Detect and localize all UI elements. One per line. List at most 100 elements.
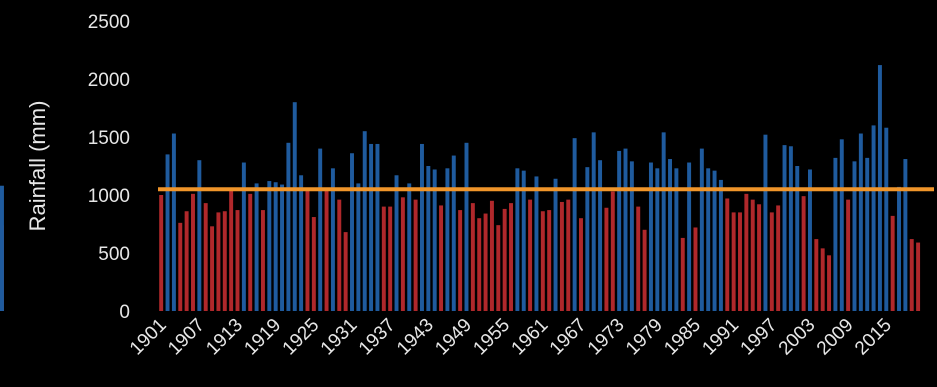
bar-1906 [191,193,195,311]
y-axis-ticks: 0 500 1000 1500 2000 2500 [88,12,130,323]
bar-1913 [235,210,240,311]
bar-1944 [432,169,437,311]
y-tick-label: 1000 [88,186,130,207]
x-tick-label: 1961 [508,315,553,360]
bar-1928 [330,168,335,311]
x-tick-label: 1901 [126,315,171,360]
x-tick-label: 2003 [775,315,820,360]
bar-1963 [553,178,558,311]
bar-1992 [738,212,742,311]
bar-1967 [579,218,583,311]
x-tick-label: 1985 [660,315,705,360]
bar-1978 [648,162,653,311]
bar-2005 [820,248,825,311]
bar-1988 [712,170,717,311]
bar-1932 [356,183,361,311]
bar-1989 [718,179,723,311]
bar-1953 [489,200,494,311]
bar-1926 [318,148,323,311]
bar-2017 [897,186,901,311]
bar-1939 [400,197,405,311]
y-tick-label: 1500 [88,128,130,149]
bar-1969 [591,132,596,311]
bar-2016 [890,215,895,311]
bar-2012 [865,157,870,311]
bar-1983 [680,237,685,311]
bar-1987 [706,168,711,311]
x-tick-label: 1967 [546,315,591,360]
bar-1924 [305,190,310,311]
x-tick-label: 1913 [202,315,247,360]
bar-2020 [916,242,921,311]
bar-2004 [814,239,819,311]
bar-1905 [184,211,189,311]
bar-2000 [788,146,793,311]
bar-1995 [757,204,762,311]
bar-1942 [419,143,424,311]
bar-1982 [674,168,679,311]
bar-1918 [267,181,272,311]
x-tick-label: 1937 [355,315,400,360]
x-tick-label: 1931 [317,315,362,360]
bar-2001 [795,166,800,311]
bar-1916 [254,183,259,311]
x-tick-label: 1919 [240,315,285,360]
x-tick-label: 1943 [393,315,438,360]
bar-1974 [623,148,628,311]
x-axis-ticks: 1901190719131919192519311937194319491955… [126,315,896,360]
bar-1984 [687,162,692,311]
bar-1979 [655,168,660,311]
bar-2013 [871,125,876,312]
bar-1998 [776,205,781,311]
bar-2008 [839,139,844,311]
bar-1923 [299,175,304,311]
bar-1933 [362,131,367,311]
bar-1949 [464,142,469,311]
bar-1991 [731,212,736,311]
bar-1947 [451,155,456,311]
bar-2010 [852,161,857,311]
bar-1966 [572,138,577,311]
bar-1965 [566,199,571,311]
bar-2003 [807,169,812,311]
bar-1950 [470,203,475,311]
bar-2006 [827,255,832,311]
x-tick-label: 1907 [164,315,209,360]
bar-1952 [483,213,488,311]
bar-1910 [216,212,221,311]
bar-1935 [375,143,380,311]
bar-1962 [547,210,552,311]
bar-1911 [222,211,227,311]
bar-1907 [197,160,202,311]
bar-1919 [273,182,278,311]
bar-1968 [585,167,590,311]
y-tick-label: 0 [119,302,130,323]
bar-1921 [286,142,291,311]
bar-1948 [458,210,463,311]
bar-2011 [858,133,863,311]
bar-1959 [528,199,533,311]
bar-1985 [693,227,698,311]
bar-1977 [642,229,647,311]
y-tick-label: 2500 [88,12,130,33]
bar-2009 [846,199,851,311]
bar-1904 [178,222,183,311]
bar-1930 [343,232,348,311]
bar-2007 [833,157,838,311]
bar-1938 [394,175,399,311]
bar-1981 [668,159,673,311]
bar-1994 [750,199,755,311]
bar-1912 [229,190,234,311]
x-tick-label: 2009 [813,315,858,360]
bar-1955 [502,208,507,311]
x-tick-label: 1997 [737,315,782,360]
bar-1973 [617,150,622,311]
bar-1936 [381,206,386,311]
bar-undefined [0,185,4,311]
bar-1971 [604,207,609,311]
bar-1946 [445,168,450,311]
bar-1958 [521,170,526,311]
bar-1901 [159,195,164,311]
bar-1940 [407,183,412,311]
bar-1961 [540,211,545,311]
